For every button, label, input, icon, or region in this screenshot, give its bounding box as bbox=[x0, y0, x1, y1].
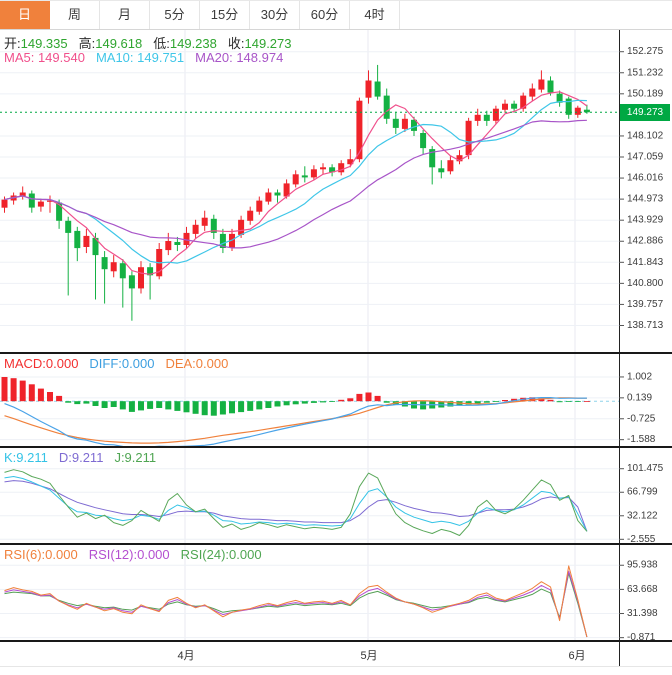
tab-4h[interactable]: 4时 bbox=[350, 1, 400, 29]
current-price-tag: 149.273 bbox=[620, 104, 670, 121]
axis-tick-label: 144.973 bbox=[627, 194, 664, 205]
axis-tick-label: 140.800 bbox=[627, 278, 664, 289]
x-axis-label-may: 5月 bbox=[360, 650, 378, 662]
tab-week[interactable]: 周 bbox=[50, 1, 100, 29]
axis-tick-label: 150.189 bbox=[627, 88, 664, 99]
main-chart-pane[interactable]: 152.275 151.232 150.189 148.102 147.059 146.0… bbox=[0, 30, 672, 352]
axis-tick-label: 147.059 bbox=[627, 152, 664, 163]
axis-tick-label: 138.713 bbox=[627, 320, 664, 331]
axis-tick-label: -1.588 bbox=[627, 434, 656, 445]
axis-tick-label: 32.122 bbox=[627, 510, 658, 521]
tab-month[interactable]: 月 bbox=[100, 1, 150, 29]
pane-separator bbox=[0, 446, 672, 448]
axis-line bbox=[619, 642, 620, 666]
tab-5min[interactable]: 5分 bbox=[150, 1, 200, 29]
tab-15min[interactable]: 15分 bbox=[200, 1, 250, 29]
axis-tick-label: 66.799 bbox=[627, 487, 658, 498]
axis-tick-label: -0.725 bbox=[627, 413, 656, 424]
tab-day[interactable]: 日 bbox=[0, 1, 50, 29]
axis-tick-label: 0.139 bbox=[627, 392, 652, 403]
axis-tick-label: 152.275 bbox=[627, 46, 664, 57]
timeframe-tabs: 日周月 5分 15分 30分 60分 4时 bbox=[0, 0, 672, 30]
axis-tick-label: 151.232 bbox=[627, 67, 664, 78]
axis-tick-label: 142.886 bbox=[627, 236, 664, 247]
macd-pane[interactable]: 1.002 0.139 -0.725 -1.588 bbox=[0, 354, 672, 446]
axis-tick-label: 146.016 bbox=[627, 173, 664, 184]
axis-tick-label: 141.843 bbox=[627, 257, 664, 268]
x-axis-label-june: 6月 bbox=[568, 650, 586, 662]
axis-tick-label: 1.002 bbox=[627, 371, 652, 382]
axis-tick-label: 139.757 bbox=[627, 299, 664, 310]
axis-tick-label: -2.555 bbox=[627, 534, 656, 543]
tab-30min[interactable]: 30分 bbox=[250, 1, 300, 29]
kdj-pane[interactable]: 101.475 66.799 32.122 -2.555 bbox=[0, 448, 672, 543]
axis-tick-label: 95.938 bbox=[627, 560, 658, 571]
axis-tick-label: 143.929 bbox=[627, 215, 664, 226]
axis-tick-label: 31.398 bbox=[627, 608, 658, 619]
rsi-pane[interactable]: 95.938 63.668 31.398 -0.871 bbox=[0, 545, 672, 640]
axis-tick-label: -0.871 bbox=[627, 632, 656, 640]
axis-tick-label: 148.102 bbox=[627, 130, 664, 141]
x-axis-label-april: 4月 bbox=[177, 650, 195, 662]
axis-tick-label: 101.475 bbox=[627, 463, 664, 474]
pane-separator bbox=[0, 352, 672, 354]
pane-separator bbox=[0, 543, 672, 545]
divider bbox=[0, 666, 672, 667]
tab-60min[interactable]: 60分 bbox=[300, 1, 350, 29]
pane-separator bbox=[0, 640, 672, 642]
axis-tick-label: 63.668 bbox=[627, 584, 658, 595]
